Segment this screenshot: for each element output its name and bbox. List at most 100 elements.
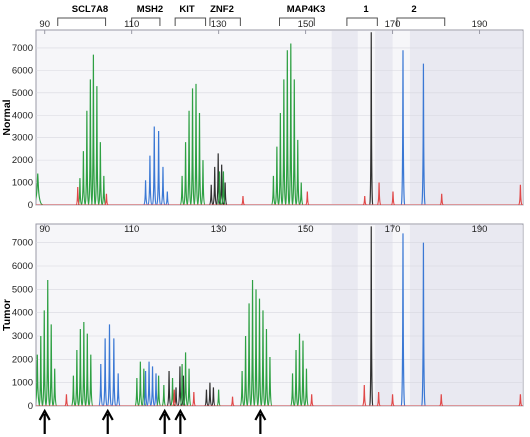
peak-red — [75, 187, 80, 205]
y-tick-label: 2000 — [12, 354, 33, 365]
peak-green — [304, 368, 309, 406]
peak-green — [239, 370, 245, 406]
peak-green — [156, 375, 162, 406]
peak-green — [260, 310, 266, 406]
peak-green — [186, 110, 192, 205]
peak-green — [299, 182, 304, 205]
peak-green — [45, 279, 51, 406]
peak-green — [52, 368, 58, 406]
peak-green — [295, 139, 301, 205]
peak-green — [281, 79, 287, 205]
peak-black — [166, 370, 172, 406]
peak-green — [77, 328, 83, 406]
y-tick-label: 5000 — [12, 88, 33, 99]
x-tick-label: 130 — [211, 19, 227, 30]
marker-label-msh2: MSH2 — [137, 4, 163, 15]
peak-black — [215, 153, 221, 205]
peak-blue — [151, 126, 157, 205]
peak-green — [186, 368, 192, 406]
peak-green — [217, 171, 222, 205]
marker-labels: SCL7A8 MSH2 KIT ZNF2 MAP4K3 1 2 — [72, 4, 417, 15]
mutation-arrow — [174, 408, 187, 434]
peak-green — [94, 86, 100, 205]
peaks — [36, 226, 523, 406]
x-tick-label: 110 — [124, 19, 139, 30]
peak-green — [250, 279, 255, 406]
y-tick-label: 6000 — [12, 65, 33, 76]
shaded-band — [409, 225, 523, 405]
y-tick-label: 3000 — [12, 133, 33, 144]
peak-blue — [115, 373, 121, 406]
marker-brackets — [57, 17, 446, 26]
peak-black — [211, 387, 216, 406]
peak-green — [290, 373, 295, 406]
peak-green — [183, 352, 189, 406]
peak-green — [36, 173, 44, 205]
mutation-arrow — [254, 408, 267, 434]
peak-green — [197, 113, 202, 205]
marker-bracket — [174, 17, 207, 26]
peak-green — [161, 384, 166, 406]
peak-green — [270, 175, 276, 205]
peak-blue — [156, 130, 162, 205]
y-tick-label: 0 — [28, 401, 33, 412]
y-tick-label: 2000 — [12, 155, 33, 166]
x-tick-label: 130 — [211, 224, 227, 235]
y-tick-label: 1000 — [12, 378, 33, 389]
marker-bracket — [209, 17, 241, 26]
peak-green — [246, 303, 252, 406]
peak-green — [297, 333, 302, 406]
y-tick-label: 1000 — [12, 178, 33, 189]
marker-bracket — [279, 17, 315, 26]
peak-blue — [400, 50, 406, 205]
peak-black — [369, 226, 374, 406]
peak-green — [220, 171, 226, 205]
y-tick-label: 0 — [28, 200, 33, 211]
peak-green — [267, 356, 273, 406]
peak-black — [207, 382, 213, 406]
y-tick-label: 3000 — [12, 331, 33, 342]
marker-bracket — [346, 17, 378, 26]
y-tick-label: 4000 — [12, 110, 33, 121]
peak-green — [264, 328, 269, 406]
x-tick-label: 150 — [298, 19, 314, 30]
peak-green — [84, 333, 90, 406]
peak-blue — [98, 363, 104, 406]
peak-green — [88, 354, 94, 406]
shaded-band — [375, 225, 393, 405]
x-tick-label: 170 — [385, 19, 401, 30]
peak-green — [293, 349, 299, 406]
peak-green — [190, 88, 195, 205]
marker-bracket — [396, 17, 446, 26]
peak-green — [179, 175, 185, 205]
peak-blue — [102, 338, 108, 406]
mutation-arrow — [38, 408, 51, 434]
peak-green — [200, 160, 206, 205]
peak-blue — [160, 166, 166, 205]
peak-green — [90, 54, 96, 205]
y-tick-label: 4000 — [12, 308, 33, 319]
peak-red — [518, 184, 523, 205]
peak-green — [274, 146, 280, 205]
peak-green — [277, 113, 283, 205]
x-tick-label: 150 — [298, 224, 314, 235]
y-tick-label: 5000 — [12, 284, 33, 295]
peak-green — [41, 310, 47, 406]
x-tick-label: 170 — [385, 224, 401, 235]
peak-green — [87, 79, 93, 205]
peak-green — [36, 354, 41, 406]
peak-black — [204, 389, 209, 406]
peak-green — [243, 335, 249, 406]
peak-green — [134, 377, 140, 406]
x-tick-label: 190 — [472, 19, 488, 30]
peak-green — [288, 43, 294, 205]
marker-bracket — [57, 17, 107, 26]
shaded-band — [375, 31, 393, 204]
peak-black — [223, 182, 228, 205]
peak-green — [97, 142, 103, 205]
peak-blue — [143, 370, 148, 406]
peak-green — [137, 361, 143, 406]
peak-green — [253, 289, 259, 406]
peak-green — [38, 335, 44, 406]
peak-green — [300, 340, 306, 406]
